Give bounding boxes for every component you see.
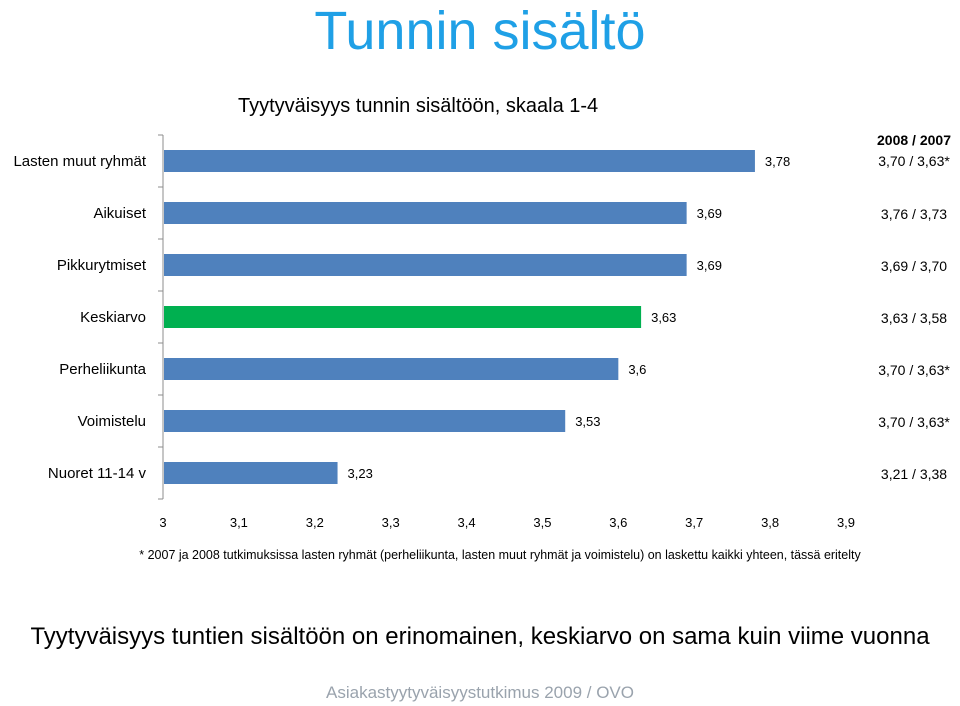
data-label: 3,63 xyxy=(651,310,676,325)
data-label: 3,78 xyxy=(765,154,790,169)
comparison-value: 3,63 / 3,58 xyxy=(880,310,948,326)
category-label: Keskiarvo xyxy=(80,309,146,326)
comparison-value: 3,76 / 3,73 xyxy=(880,206,948,222)
category-label: Aikuiset xyxy=(93,205,146,222)
data-label: 3,23 xyxy=(348,466,373,481)
data-label: 3,53 xyxy=(575,414,600,429)
comparison-value: 3,70 / 3,63* xyxy=(878,414,950,430)
comparison-value: 3,21 / 3,38 xyxy=(880,466,948,482)
category-label: Voimistelu xyxy=(78,413,146,430)
x-tick-label: 3,4 xyxy=(458,515,476,530)
bar xyxy=(164,462,338,484)
x-tick-label: 3,2 xyxy=(306,515,324,530)
bar xyxy=(164,254,687,276)
x-tick-label: 3,3 xyxy=(382,515,400,530)
category-label: Nuoret 11-14 v xyxy=(48,465,147,482)
bar xyxy=(164,410,566,432)
x-tick-label: 3,7 xyxy=(685,515,703,530)
data-label: 3,69 xyxy=(697,206,722,221)
bar xyxy=(164,202,687,224)
x-tick-label: 3,9 xyxy=(837,515,855,530)
page-title: Tunnin sisältö xyxy=(314,1,646,61)
bar xyxy=(164,306,642,328)
category-label: Perheliikunta xyxy=(59,361,146,378)
chart-labels: Lasten muut ryhmät 3,78 Aikuiset 3,69 Pikkur… xyxy=(13,153,855,530)
x-tick-label: 3,1 xyxy=(230,515,248,530)
comparison-value: 3,69 / 3,70 xyxy=(880,258,948,274)
data-label: 3,69 xyxy=(697,258,722,273)
comparison-value: 3,70 / 3,63* xyxy=(878,153,950,169)
x-tick-label: 3,6 xyxy=(609,515,627,530)
x-tick-label: 3,5 xyxy=(533,515,551,530)
source-text: Asiakastyytyväisyystutkimus 2009 / OVO xyxy=(326,683,634,702)
comparison-header: 2008 / 2007 xyxy=(877,132,951,148)
conclusion-text: Tyytyväisyys tuntien sisältöön on erinom… xyxy=(30,623,930,650)
bar xyxy=(164,150,755,172)
chart-axis xyxy=(158,134,164,500)
x-tick-label: 3 xyxy=(159,515,166,530)
bar xyxy=(164,358,619,380)
category-label: Lasten muut ryhmät xyxy=(13,153,146,170)
category-label: Pikkurytmiset xyxy=(57,257,147,274)
comparison-value: 3,70 / 3,63* xyxy=(878,362,950,378)
chart-title: Tyytyväisyys tunnin sisältöön, skaala 1-… xyxy=(238,95,599,117)
data-label: 3,6 xyxy=(628,362,646,377)
footnote: * 2007 ja 2008 tutkimuksissa lasten ryhm… xyxy=(139,547,861,562)
chart-bars xyxy=(164,150,755,484)
x-tick-label: 3,8 xyxy=(761,515,779,530)
